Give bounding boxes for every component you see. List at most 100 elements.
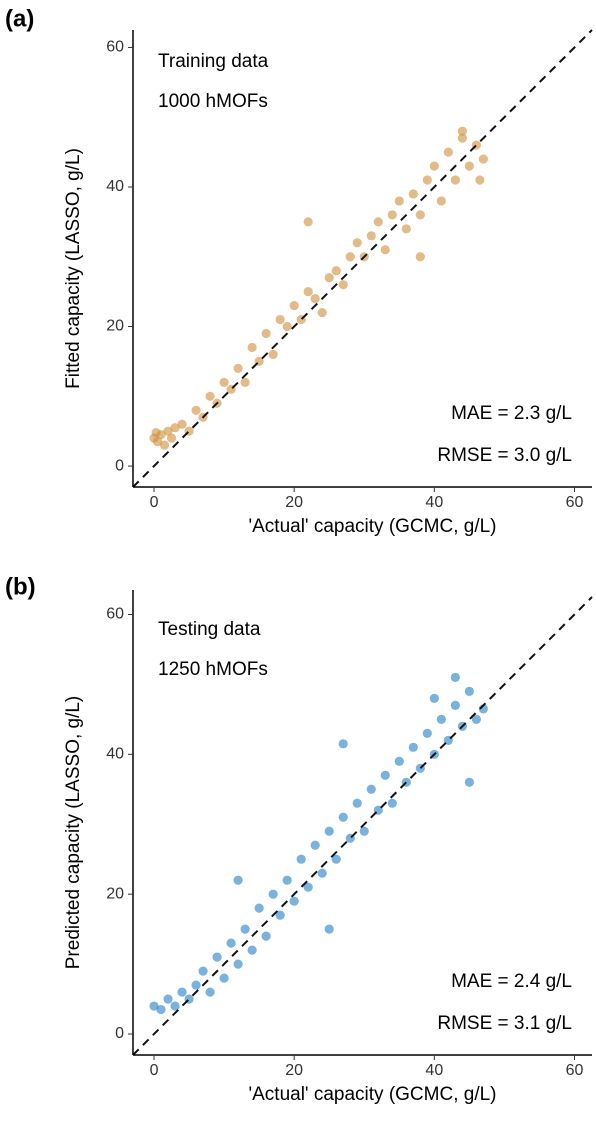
point <box>429 161 439 171</box>
point <box>464 777 474 787</box>
point <box>296 854 306 864</box>
x-axis-label: 'Actual' capacity (GCMC, g/L) <box>249 1084 497 1105</box>
x-axis-label: 'Actual' capacity (GCMC, g/L) <box>249 516 497 537</box>
point <box>478 154 488 164</box>
point <box>254 903 264 913</box>
point <box>366 231 376 241</box>
point <box>408 742 418 752</box>
annotation: MAE = 2.3 g/L <box>451 403 572 424</box>
point <box>464 686 474 696</box>
y-tick-label: 20 <box>106 885 124 902</box>
point <box>352 238 362 248</box>
point <box>159 440 170 450</box>
point <box>163 426 173 436</box>
series-label: Testing data <box>158 619 261 640</box>
point <box>464 161 474 171</box>
point <box>226 938 236 948</box>
point <box>394 196 404 206</box>
point <box>303 217 313 227</box>
point <box>177 419 187 429</box>
point <box>191 405 201 415</box>
x-tick-label: 20 <box>285 494 303 511</box>
point <box>359 826 369 836</box>
y-tick-label: 40 <box>106 746 124 763</box>
point <box>233 875 243 885</box>
point <box>317 307 327 318</box>
point <box>268 889 278 899</box>
x-tick-label: 60 <box>566 494 584 511</box>
point <box>436 714 446 724</box>
annotation: RMSE = 3.1 g/L <box>437 1013 572 1034</box>
point <box>170 423 180 433</box>
point <box>247 342 257 353</box>
point <box>166 433 177 443</box>
y-tick-label: 20 <box>106 318 124 335</box>
annotation: 1250 hMOFs <box>158 659 268 680</box>
point <box>205 987 215 997</box>
point <box>457 126 467 136</box>
point <box>198 966 208 976</box>
point <box>366 784 376 794</box>
point <box>422 175 432 185</box>
point <box>261 328 271 339</box>
point <box>380 770 390 780</box>
annotation: MAE = 2.4 g/L <box>451 971 572 992</box>
point <box>212 952 222 962</box>
point <box>170 1001 180 1011</box>
point <box>422 728 432 738</box>
point <box>401 224 411 234</box>
point <box>331 266 341 276</box>
x-tick-label: 20 <box>285 1062 303 1079</box>
y-axis-label: Predicted capacity (LASSO, g/L) <box>63 696 84 970</box>
x-tick-label: 40 <box>425 494 443 511</box>
point <box>415 210 425 220</box>
point <box>205 391 215 401</box>
point <box>152 437 163 447</box>
point <box>240 377 250 387</box>
point <box>268 349 278 360</box>
point <box>317 868 327 878</box>
y-axis-label: Fitted capacity (LASSO, g/L) <box>63 148 84 389</box>
point <box>429 693 439 703</box>
point <box>373 217 383 227</box>
point <box>450 175 460 185</box>
point <box>387 210 397 220</box>
point <box>450 672 460 683</box>
y-tick-label: 60 <box>106 606 124 623</box>
point <box>338 280 348 290</box>
point <box>394 756 404 766</box>
point <box>324 826 334 836</box>
point <box>345 252 355 262</box>
point <box>303 882 313 892</box>
point <box>289 300 299 311</box>
point <box>275 910 285 920</box>
point <box>282 321 292 332</box>
point <box>324 273 334 283</box>
point <box>151 427 161 438</box>
point <box>240 924 250 934</box>
point <box>436 196 446 206</box>
point <box>191 980 201 990</box>
point <box>443 147 453 157</box>
point <box>177 987 187 997</box>
x-tick-label: 0 <box>150 1062 159 1079</box>
panel-label: (a) <box>5 5 34 32</box>
point <box>475 175 485 185</box>
point <box>380 245 390 255</box>
x-tick-label: 0 <box>150 494 159 511</box>
point <box>352 798 362 808</box>
point <box>149 1001 159 1011</box>
panel-label: (b) <box>5 573 36 600</box>
x-tick-label: 60 <box>566 1062 584 1079</box>
point <box>261 931 271 941</box>
point <box>310 294 320 304</box>
x-tick-label: 40 <box>425 1062 443 1079</box>
point <box>324 924 334 934</box>
y-tick-label: 0 <box>115 457 124 474</box>
point <box>156 1004 166 1015</box>
point <box>338 812 348 822</box>
point <box>289 896 299 906</box>
point <box>282 875 292 885</box>
